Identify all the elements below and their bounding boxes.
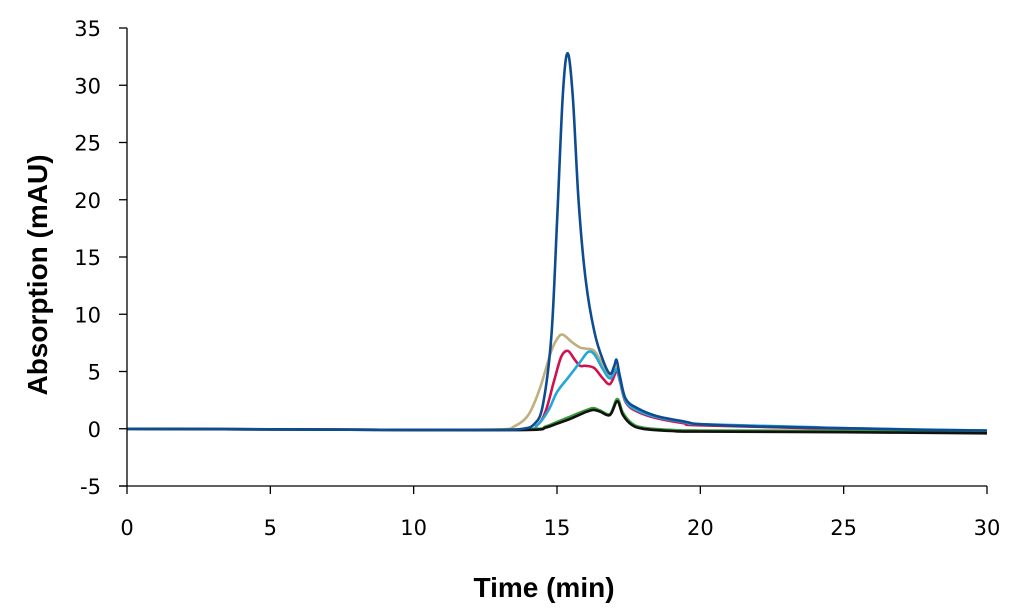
series-cyan-line xyxy=(126,350,988,432)
x-tick-label: 10 xyxy=(400,516,427,540)
series-dark-blue-line xyxy=(126,51,988,432)
y-tick-label: -5 xyxy=(80,475,101,499)
y-tick-label: 5 xyxy=(88,361,101,385)
x-tick-label: 30 xyxy=(974,516,1001,540)
plot-series xyxy=(126,51,988,435)
y-tick-label: 10 xyxy=(74,303,101,327)
y-tick-label: 25 xyxy=(74,132,101,156)
x-tick-label: 20 xyxy=(687,516,714,540)
y-tick-label: 0 xyxy=(88,418,101,442)
x-tick-label: 0 xyxy=(120,516,133,540)
series-tan-line xyxy=(126,333,988,433)
x-tick-label: 15 xyxy=(544,516,571,540)
y-tick-label: 15 xyxy=(74,246,101,270)
y-tick-label: 35 xyxy=(74,17,101,41)
x-tick-label: 25 xyxy=(830,516,857,540)
axes: -5 0 5 10 15 20 25 30 35 0 5 10 15 20 25 30 xyxy=(74,17,1000,540)
series-black-line xyxy=(126,400,988,435)
x-tick-label: 5 xyxy=(264,516,277,540)
y-axis-title: Absorption (mAU) xyxy=(22,154,53,395)
x-axis-title: Time (min) xyxy=(473,572,614,603)
y-tick-label: 20 xyxy=(74,189,101,213)
y-tick-label: 30 xyxy=(74,74,101,98)
